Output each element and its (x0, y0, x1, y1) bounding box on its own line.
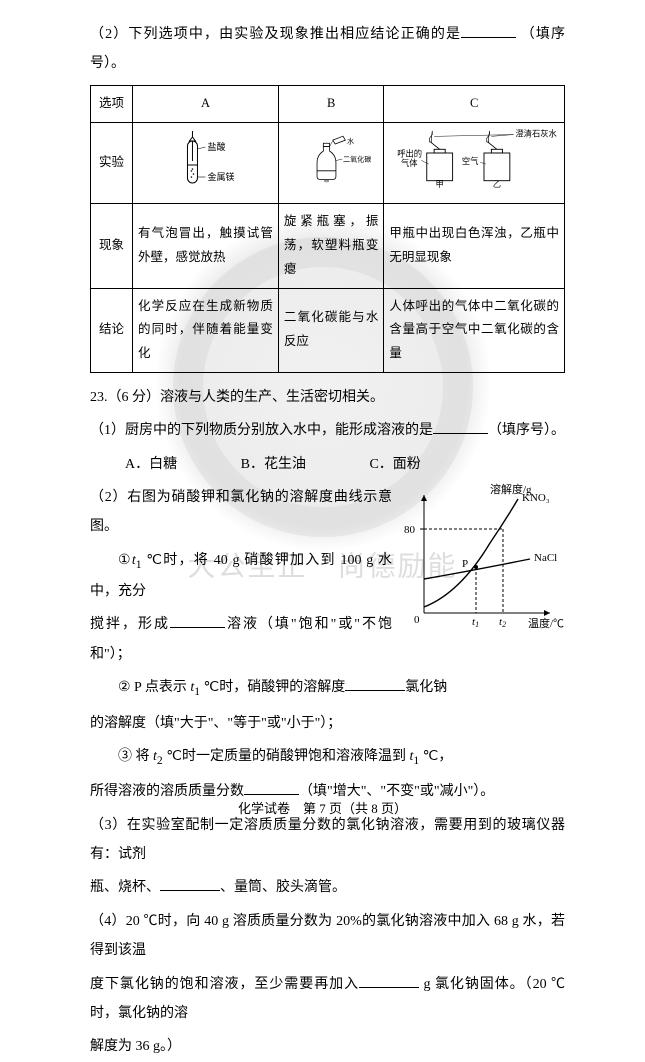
t: ℃时一定质量的硝酸钾饱和溶液降温到 (163, 749, 410, 764)
q23-1-b: （填序号）。 (488, 423, 565, 438)
q22-2-prompt: （2）下列选项中，由实验及现象推出相应结论正确的是 （填序号）。 (90, 20, 565, 79)
blank (359, 974, 419, 988)
table-concl-row: 结论 化学反应在生成新物质的同时，伴随着能量变化 二氧化碳能与水反应 人体呼出的… (91, 288, 565, 372)
row-label-phenom: 现象 (91, 204, 133, 288)
q23-1-opts: A．白糖 B．花生油 C．面粉 (90, 450, 565, 479)
blank (170, 614, 225, 628)
phenom-c: 甲瓶中出现白色浑浊，乙瓶中无明显现象 (384, 204, 565, 288)
q23-2-2: ② P 点表示 t1 ℃时，硝酸钾的溶解度氯化钠 (90, 673, 565, 704)
phenom-b: 旋紧瓶塞，振荡，软塑料瓶变瘪 (278, 204, 383, 288)
solubility-chart: 溶解度/g 0 温度/℃ 80 KNO₃ NaCl P t1 t2 (400, 483, 565, 633)
opt-b: B．花生油 (241, 457, 306, 472)
svg-text:二氧化碳: 二氧化碳 (343, 154, 371, 163)
options-table: 选项 A B C 实验 盐酸 金属镁 (90, 85, 565, 373)
row-label-exp: 实验 (91, 122, 133, 204)
q23-3b: 瓶、烧杯、 、量筒、胶头滴管。 (90, 873, 565, 902)
svg-text:乙: 乙 (493, 180, 501, 189)
phenom-a: 有气泡冒出，触摸试管外壁，感觉放热 (133, 204, 279, 288)
exp-a-svg: 盐酸 金属镁 (138, 129, 273, 189)
q23-4d: 解度为 36 g。） (90, 1032, 565, 1061)
q23-1-a: （1）厨房中的下列物质分别放入水中，能形成溶液的是 (90, 423, 433, 438)
t: 所得溶液的溶质质量分数 (90, 784, 244, 799)
exp-c: 甲 乙 澄清石灰水 呼出的气体 空气 (384, 122, 565, 204)
chart-kno3: KNO₃ (522, 492, 550, 504)
q23-2-3b: 所得溶液的溶质质量分数 （填"增大"、"不变"或"减小"）。 (90, 777, 565, 806)
table-exp-row: 实验 盐酸 金属镁 (91, 122, 565, 204)
t: ℃时，硝酸钾的溶解度 (200, 680, 345, 695)
th-option: 选项 (91, 85, 133, 122)
chart-zero: 0 (414, 614, 420, 626)
chart-xlabel: 温度/℃ (528, 616, 564, 630)
t: 瓶、烧杯、 (90, 880, 160, 895)
table-header-row: 选项 A B C (91, 85, 565, 122)
t: 、量筒、胶头滴管。 (220, 880, 346, 895)
exp-b: 水 二氧化碳 (278, 122, 383, 204)
chart-p: P (462, 558, 468, 570)
svg-text:金属镁: 金属镁 (207, 171, 234, 182)
concl-c: 人体呼出的气体中二氧化碳的含量高于空气中二氧化碳的含量 (384, 288, 565, 372)
q22-2-text: （2）下列选项中，由实验及现象推出相应结论正确的是 (90, 27, 461, 42)
q23-stem: 23.（6 分）溶液与人类的生产、生活密切相关。 (90, 383, 565, 412)
svg-text:空气: 空气 (462, 156, 479, 166)
q23-4a: （4）20 ℃时，向 40 g 溶质质量分数为 20%的氯化钠溶液中加入 68 … (90, 907, 565, 966)
q23-4b: 度下氯化钠的饱和溶液，至少需要再加入 g 氯化钠固体。（20 ℃时，氯化钠的溶 (90, 970, 565, 1029)
th-c: C (384, 85, 565, 122)
svg-text:盐酸: 盐酸 (207, 141, 225, 152)
chart-nacl: NaCl (534, 552, 557, 564)
svg-text:呼出的气体: 呼出的气体 (398, 148, 423, 167)
blank (433, 420, 488, 434)
exp-c-svg: 甲 乙 澄清石灰水 呼出的气体 空气 (389, 129, 559, 189)
t: 搅拌，形成 (90, 617, 170, 632)
t: ℃， (419, 749, 452, 764)
chart-ytick: 80 (404, 524, 416, 536)
row-label-concl: 结论 (91, 288, 133, 372)
th-b: B (278, 85, 383, 122)
q23-2-3: ③ 将 t2 ℃时一定质量的硝酸钾饱和溶液降温到 t1 ℃， (90, 742, 565, 773)
t: ② P 点表示 (118, 680, 190, 695)
concl-a: 化学反应在生成新物质的同时，伴随着能量变化 (133, 288, 279, 372)
t: ③ 将 (118, 749, 153, 764)
blank (160, 877, 220, 891)
concl-b: 二氧化碳能与水反应 (278, 288, 383, 372)
svg-text:水: 水 (347, 136, 354, 145)
q23-3a: （3）在实验室配制一定溶质质量分数的氯化钠溶液，需要用到的玻璃仪器有：试剂 (90, 811, 565, 870)
blank (461, 24, 516, 38)
th-a: A (133, 85, 279, 122)
exp-b-svg: 水 二氧化碳 (284, 129, 378, 189)
t: ① (118, 553, 132, 568)
q23-2-2b: 的溶解度（填"大于"、"等于"或"小于"）； (90, 709, 565, 738)
exp-a: 盐酸 金属镁 (133, 122, 279, 204)
opt-a: A．白糖 (125, 457, 177, 472)
t: 氯化钠 (405, 680, 447, 695)
blank (345, 677, 405, 691)
t: 度下氯化钠的饱和溶液，至少需要再加入 (90, 977, 359, 992)
svg-text:澄清石灰水: 澄清石灰水 (516, 129, 558, 138)
svg-text:甲: 甲 (436, 180, 444, 189)
blank (244, 781, 299, 795)
t: （填"增大"、"不变"或"减小"）。 (299, 784, 494, 799)
svg-text:t2: t2 (499, 616, 506, 629)
table-phenom-row: 现象 有气泡冒出，触摸试管外壁，感觉放热 旋紧瓶塞，振荡，软塑料瓶变瘪 甲瓶中出… (91, 204, 565, 288)
svg-text:t1: t1 (472, 616, 479, 629)
opt-c: C．面粉 (369, 457, 420, 472)
q23-1: （1）厨房中的下列物质分别放入水中，能形成溶液的是 （填序号）。 (90, 416, 565, 445)
